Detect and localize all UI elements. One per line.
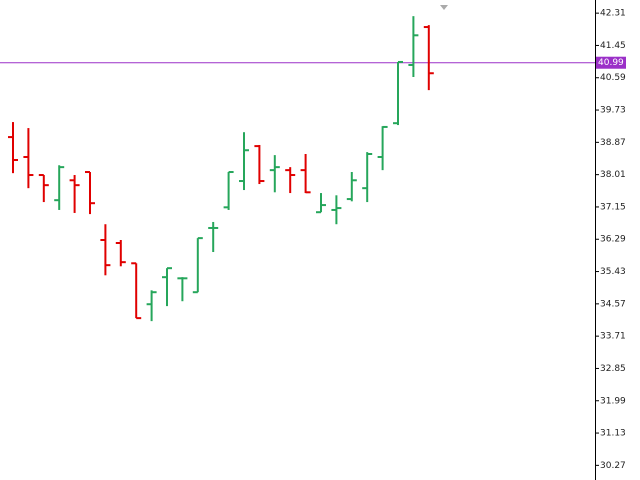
y-tick-label: 38.01 <box>600 170 626 180</box>
y-tick-label: 40.59 <box>600 73 626 83</box>
y-tick-label: 42.31 <box>600 9 626 19</box>
y-tick-label: 31.99 <box>600 396 626 406</box>
y-tick-label: 35.43 <box>600 267 626 277</box>
y-tick-label: 31.13 <box>600 429 626 439</box>
y-tick-label: 39.73 <box>600 106 626 116</box>
y-tick-label: 36.29 <box>600 235 626 245</box>
price-label-box <box>596 56 626 69</box>
y-tick-label: 38.87 <box>600 138 626 148</box>
y-tick-label: 32.85 <box>600 364 626 374</box>
y-tick-label: 33.71 <box>600 332 626 342</box>
y-tick-label: 30.27 <box>600 461 626 471</box>
price-label: 40.99 <box>598 58 624 68</box>
y-tick-label: 41.45 <box>600 41 626 51</box>
y-tick-label: 34.57 <box>600 299 626 309</box>
y-tick-label: 37.15 <box>600 202 626 212</box>
scroll-marker <box>440 5 448 10</box>
